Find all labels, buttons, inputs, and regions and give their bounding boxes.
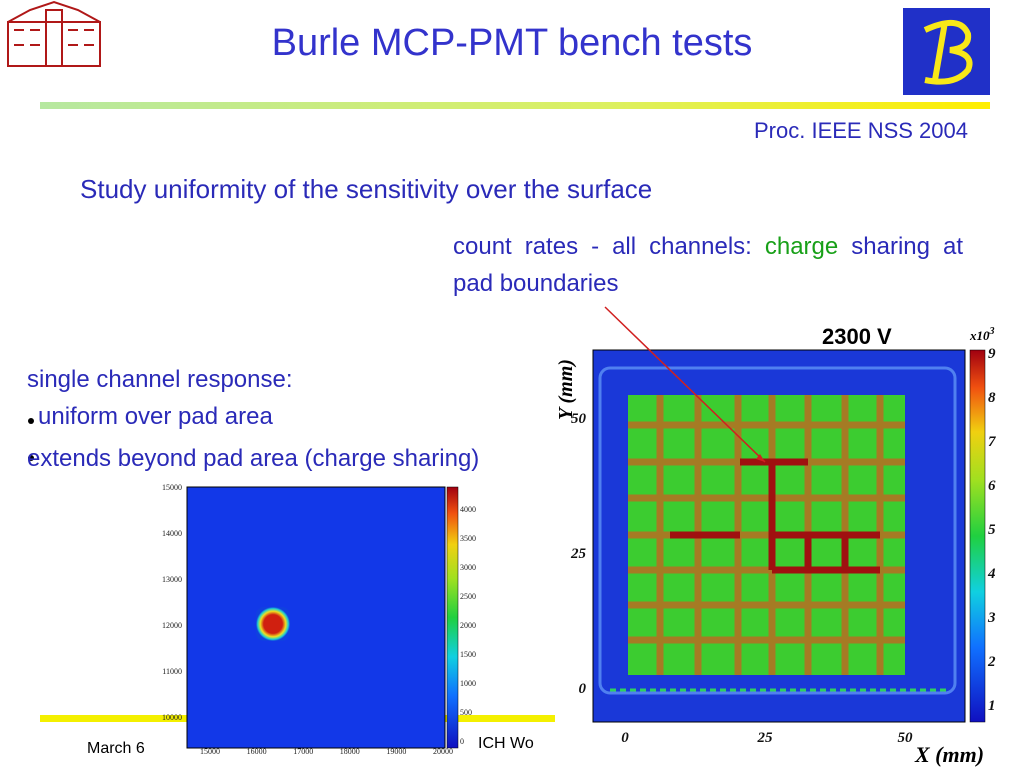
caption-text: sharing at pad boundaries	[453, 233, 964, 297]
caption: count rates - all channels: charge shari…	[453, 228, 963, 302]
colorbar-tick-label: 2	[987, 654, 996, 670]
x-tick-label: 25	[757, 730, 774, 746]
scale: x10	[969, 328, 990, 343]
x-tick-label: 19000	[386, 747, 406, 756]
title: Burle MCP-PMT bench tests	[271, 22, 753, 64]
left-heading: single channel response:	[27, 366, 293, 393]
single-channel-map	[186, 486, 459, 749]
footer-event: ICH Wo	[478, 735, 534, 752]
header-rule	[40, 102, 990, 109]
x-tick-label: 17000	[293, 747, 313, 756]
colorbar-tick-label: 1500	[460, 650, 476, 659]
bullet-text: extends beyond pad area (charge sharing)	[27, 440, 497, 477]
y-axis-label: Y (mm)	[555, 359, 577, 420]
university-logo	[7, 0, 101, 67]
y-tick-label: 12000	[162, 621, 182, 630]
y-tick-label: 11000	[162, 667, 182, 676]
colorbar-tick-label: 4	[987, 566, 996, 582]
subtitle: Study uniformity of the sensitivity over…	[80, 174, 653, 204]
reference: Proc. IEEE NSS 2004	[754, 118, 968, 143]
x-tick-label: 16000	[247, 747, 267, 756]
pointer-arrow	[604, 306, 766, 463]
colorbar-tick-label: 7	[988, 434, 996, 450]
colorbar-tick-label: 3000	[460, 563, 476, 572]
colorbar-tick-label: 3	[987, 610, 996, 626]
colorbar-tick-label: 500	[460, 708, 472, 717]
bullet	[28, 418, 34, 424]
y-tick-label: 0	[579, 681, 587, 697]
colorbar-tick-label: 1	[988, 698, 996, 714]
y-tick-label: 50	[571, 411, 587, 427]
colorbar-tick-label: 0	[460, 737, 464, 746]
voltage-label: 2300 V	[822, 324, 892, 349]
y-tick-label: 10000	[162, 713, 182, 722]
footer-date: March 6	[87, 740, 145, 757]
bullet-text: uniform over pad area	[38, 403, 273, 430]
y-tick-label: 14000	[162, 529, 182, 538]
x-tick-label: 0	[621, 730, 629, 746]
caption-highlight: charge	[764, 233, 839, 260]
y-tick-label: 13000	[162, 575, 182, 584]
caption-text: count rates - all channels:	[453, 233, 752, 260]
x-axis-label: X (mm)	[914, 742, 984, 767]
bullet-span: extends beyond pad area (charge sharing)	[27, 445, 480, 472]
y-tick-label: 25	[570, 546, 587, 562]
colorbar-scale: x103	[969, 326, 995, 343]
colorbar-tick-label: 2000	[460, 621, 476, 630]
x-tick-label: 15000	[200, 747, 220, 756]
colorbar-tick-label: 8	[988, 390, 996, 406]
colorbar-tick-label: 9	[988, 346, 996, 362]
x-tick-label: 18000	[340, 747, 360, 756]
arrow-head	[756, 454, 765, 462]
colorbar-tick-label: 5	[988, 522, 996, 538]
x-tick-label: 20000	[433, 747, 453, 756]
colorbar-tick-label: 6	[988, 478, 996, 494]
colorbar-tick-label: 1000	[460, 679, 476, 688]
belle-logo	[903, 8, 990, 95]
count-rate-map	[592, 349, 986, 723]
x-tick-label: 50	[898, 730, 914, 746]
colorbar-tick-label: 3500	[460, 534, 476, 543]
colorbar-tick-label: 2500	[460, 592, 476, 601]
exponent: 3	[989, 326, 995, 337]
bullet	[28, 455, 34, 461]
colorbar-tick-label: 4000	[460, 505, 476, 514]
y-tick-label: 15000	[162, 483, 182, 492]
